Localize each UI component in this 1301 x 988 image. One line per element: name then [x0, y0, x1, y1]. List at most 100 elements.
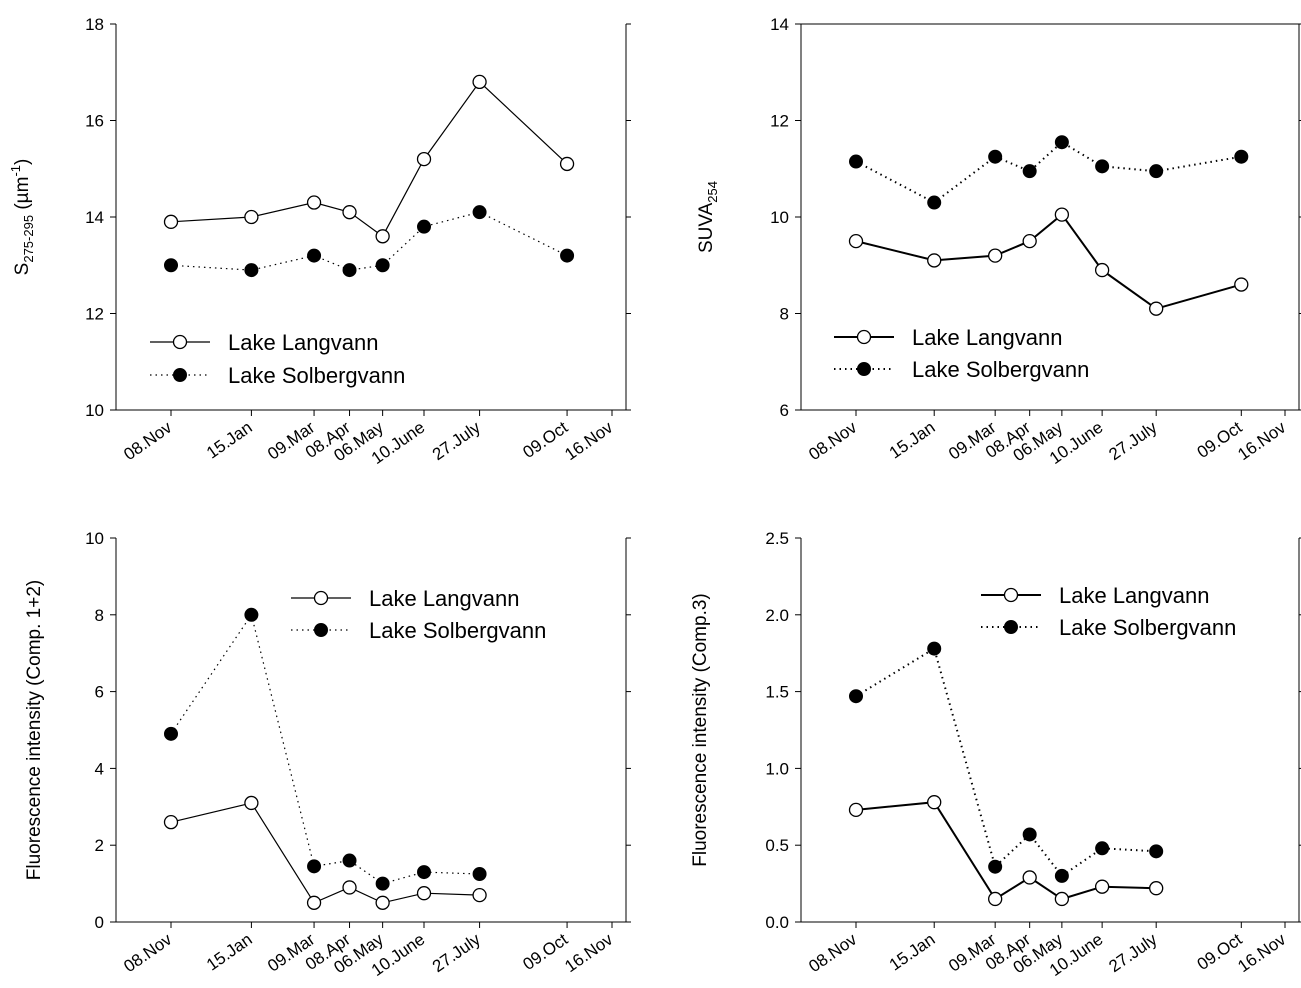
- y-tick-label: 12: [85, 305, 104, 324]
- data-point-lake-langvann-09-mar: [306, 195, 322, 210]
- legend-marker-lake-solbergvann: [1004, 620, 1018, 634]
- data-point-lake-solbergvann-27-july: [1149, 844, 1164, 859]
- data-point-lake-solbergvann-10-june: [1095, 841, 1110, 856]
- series-line-lake-langvann: [855, 801, 1157, 901]
- data-point-lake-langvann-08-nov: [848, 233, 864, 249]
- data-point-lake-solbergvann-09-mar: [988, 149, 1003, 164]
- y-tick-label: 10: [85, 401, 104, 420]
- legend: Lake Langvann Lake Solbergvann: [291, 586, 546, 643]
- y-tick-label: 6: [780, 401, 789, 420]
- y-axis-label: SUVA254: [696, 181, 720, 253]
- data-point-lake-langvann-08-nov: [848, 802, 864, 818]
- y-tick-label: 4: [95, 759, 104, 778]
- series-line-lake-langvann: [170, 80, 568, 238]
- data-point-lake-langvann-27-july: [472, 74, 487, 90]
- data-point-lake-langvann-27-july: [1149, 301, 1164, 316]
- data-point-lake-solbergvann-10-june: [417, 219, 432, 234]
- data-point-lake-langvann-15-jan: [927, 253, 942, 268]
- x-tick-label-15-jan: 15.Jan: [203, 930, 256, 975]
- data-point-lake-solbergvann-09-mar: [307, 248, 322, 263]
- data-point-lake-solbergvann-27-july: [472, 867, 487, 881]
- x-tick-label-08-nov: 08.Nov: [120, 417, 175, 464]
- x-tick-label-27-july: 27.July: [429, 417, 484, 464]
- y-tick-label: 14: [85, 208, 104, 227]
- x-tick-label-16-nov: 16.Nov: [561, 417, 616, 464]
- data-point-lake-solbergvann-08-nov: [164, 726, 178, 741]
- x-tick-label-15-jan: 15.Jan: [886, 930, 939, 975]
- data-point-lake-langvann-06-may: [1054, 891, 1070, 907]
- legend-label-lake-solbergvann: Lake Solbergvann: [912, 357, 1089, 382]
- y-axis-label: Fluorescence intensity (Comp. 1+2): [24, 580, 45, 880]
- data-point-lake-solbergvann-08-nov: [164, 258, 178, 273]
- data-point-lake-solbergvann-10-june: [1095, 159, 1110, 174]
- y-tick-label: 0.0: [765, 913, 789, 932]
- y-tick-label: 1.0: [765, 759, 789, 778]
- y-tick-label: 18: [85, 15, 104, 34]
- data-point-lake-langvann-09-mar: [988, 891, 1003, 907]
- y-tick-label: 16: [85, 112, 104, 131]
- x-tick-label-16-nov: 16.Nov: [561, 929, 616, 976]
- data-point-lake-langvann-15-jan: [927, 795, 942, 810]
- y-tick-label: 8: [95, 606, 104, 625]
- axes-frame: [800, 24, 1299, 411]
- data-point-lake-solbergvann-08-apr: [342, 263, 357, 278]
- data-point-lake-langvann-27-july: [472, 887, 487, 903]
- data-point-lake-solbergvann-08-apr: [342, 853, 357, 868]
- legend-marker-lake-langvann: [1003, 587, 1019, 603]
- data-point-lake-solbergvann-15-jan: [927, 195, 942, 210]
- data-point-lake-langvann-09-mar: [306, 895, 322, 910]
- data-point-lake-solbergvann-09-mar: [988, 859, 1003, 874]
- data-point-lake-solbergvann-09-oct: [560, 248, 575, 263]
- series-line-lake-solbergvann: [170, 613, 480, 885]
- legend-label-lake-langvann: Lake Langvann: [912, 325, 1062, 350]
- legend-label-lake-solbergvann: Lake Solbergvann: [228, 363, 405, 388]
- legend-marker-lake-solbergvann: [314, 623, 328, 637]
- data-point-lake-solbergvann-06-may: [375, 258, 390, 273]
- data-point-lake-solbergvann-08-apr: [1022, 164, 1037, 179]
- x-tick-label-09-oct: 09.Oct: [519, 418, 571, 462]
- y-tick-label: 12: [770, 112, 789, 131]
- x-tick-label-15-jan: 15.Jan: [886, 418, 939, 463]
- axes-frame: [800, 538, 1299, 923]
- y-tick-label: 6: [95, 683, 104, 702]
- data-point-lake-solbergvann-15-jan: [244, 263, 259, 278]
- y-tick-label: 0: [95, 913, 104, 932]
- data-point-lake-solbergvann-27-july: [472, 205, 487, 220]
- data-point-lake-langvann-27-july: [1149, 881, 1164, 896]
- data-point-lake-solbergvann-08-nov: [849, 689, 863, 704]
- data-point-lake-langvann-10-june: [416, 151, 432, 167]
- y-tick-label: 2: [95, 836, 104, 855]
- data-point-lake-langvann-15-jan: [244, 209, 259, 225]
- y-axis-label: Fluorescence intensity (Comp.3): [690, 593, 711, 867]
- legend-label-lake-langvann: Lake Langvann: [228, 330, 378, 355]
- data-point-lake-langvann-10-june: [416, 886, 432, 901]
- y-tick-label: 14: [770, 15, 789, 34]
- data-point-lake-langvann-06-may: [375, 895, 390, 910]
- y-axis-label: S275-295 (µm-1): [8, 159, 36, 276]
- series-line-lake-langvann: [170, 802, 480, 904]
- x-tick-label-27-july: 27.July: [1105, 929, 1160, 976]
- data-point-lake-solbergvann-06-may: [1054, 135, 1069, 150]
- data-point-lake-langvann-08-nov: [163, 815, 179, 830]
- data-point-lake-solbergvann-15-jan: [927, 641, 942, 656]
- legend-label-lake-langvann: Lake Langvann: [1059, 583, 1209, 608]
- data-point-lake-solbergvann-06-may: [1054, 868, 1069, 883]
- series-line-lake-solbergvann: [855, 140, 1242, 204]
- x-tick-label-16-nov: 16.Nov: [1234, 929, 1289, 976]
- legend: Lake Langvann Lake Solbergvann: [150, 330, 405, 388]
- data-point-lake-langvann-09-oct: [1234, 277, 1249, 292]
- x-tick-label-15-jan: 15.Jan: [203, 418, 256, 463]
- legend-marker-lake-langvann: [172, 334, 188, 350]
- x-tick-label-27-july: 27.July: [1105, 417, 1160, 464]
- y-tick-label: 8: [780, 305, 789, 324]
- data-point-lake-langvann-08-apr: [1022, 870, 1037, 885]
- y-tick-label: 2.0: [765, 606, 789, 625]
- data-point-lake-solbergvann-08-apr: [1022, 827, 1037, 842]
- x-tick-label-09-oct: 09.Oct: [519, 930, 571, 974]
- data-point-lake-solbergvann-08-nov: [849, 154, 863, 169]
- legend-marker-lake-solbergvann: [173, 368, 187, 382]
